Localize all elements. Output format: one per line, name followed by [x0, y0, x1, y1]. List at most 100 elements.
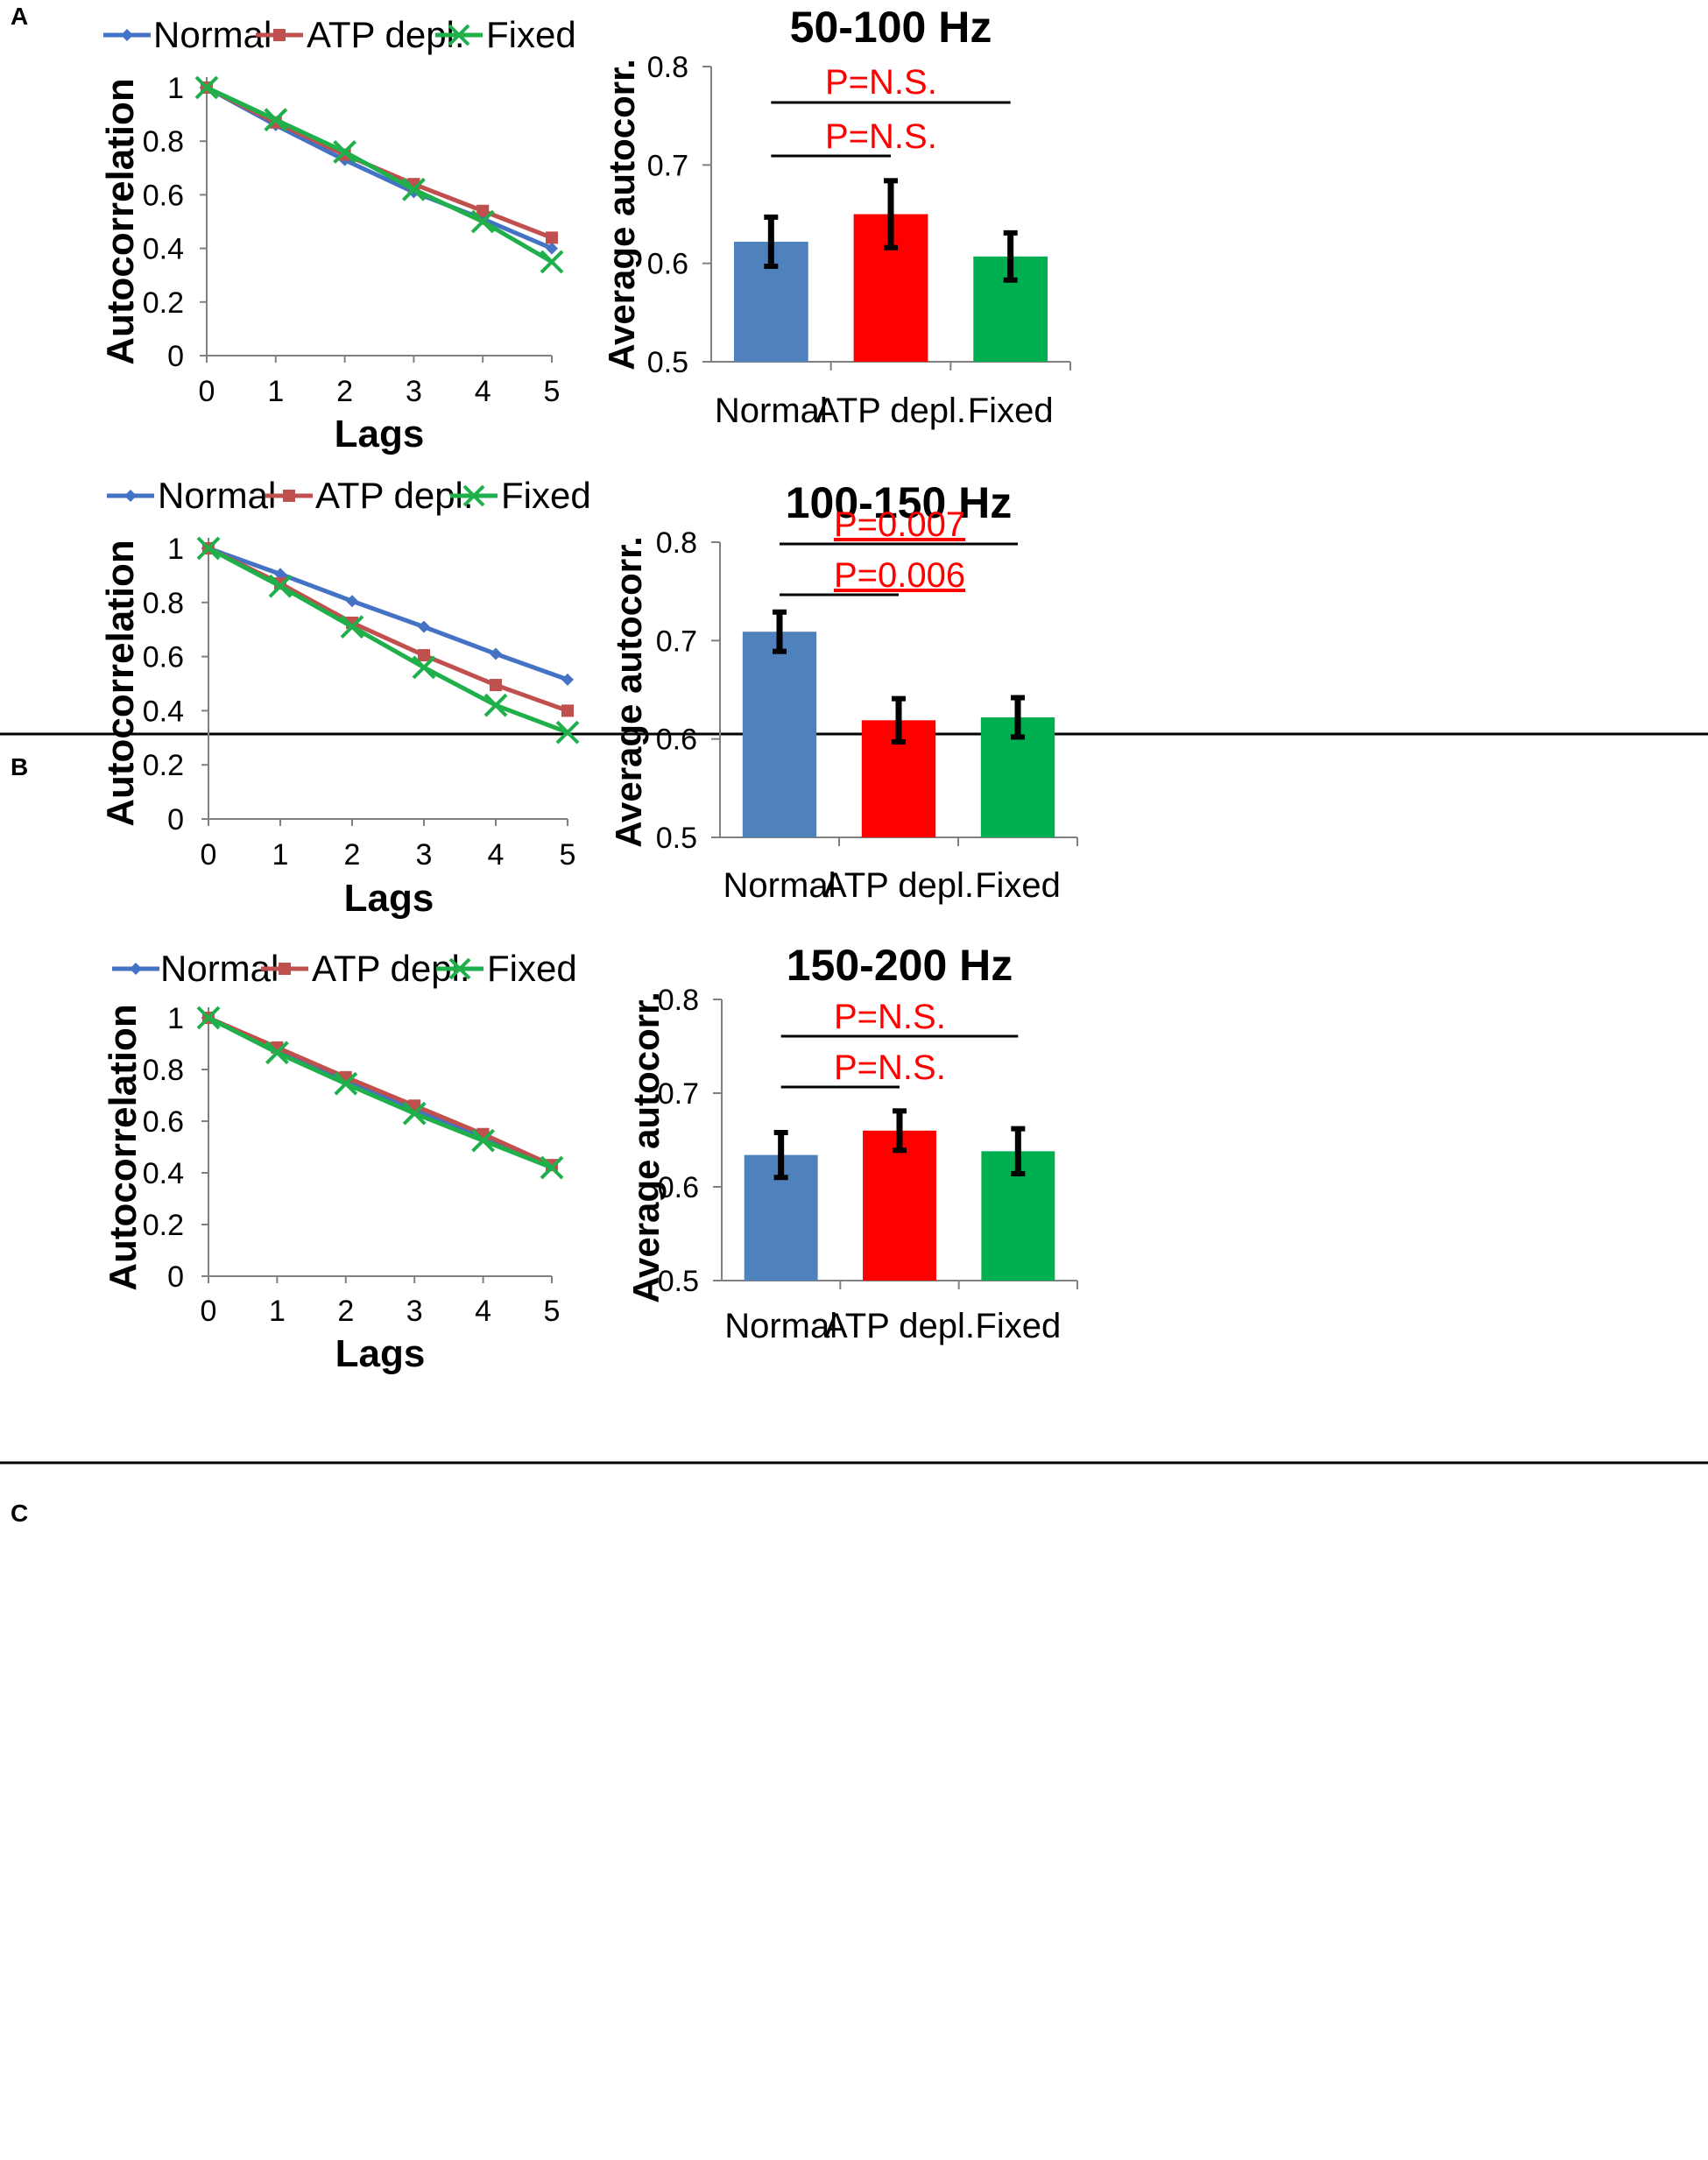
- y-tick-label: 0.6: [656, 724, 697, 757]
- series-line-fixed: [207, 1015, 553, 1170]
- y-tick-label: 0.8: [143, 125, 184, 159]
- y-axis-label: Autocorrelation: [99, 540, 142, 827]
- y-tick-label: 0.4: [143, 695, 184, 728]
- y-axis-label: Autocorrelation: [102, 1004, 145, 1291]
- panel-label: B: [11, 753, 28, 780]
- legend-label: Normal: [153, 14, 272, 55]
- y-axis-label: Average autocorr.: [625, 992, 667, 1303]
- data-point-fixed: [194, 75, 219, 100]
- x-tick-label: 1: [272, 838, 289, 872]
- y-tick-label: 0.8: [143, 1054, 184, 1087]
- category-label: Normal: [715, 392, 828, 430]
- p-value-label: P=N.S.: [825, 63, 937, 102]
- x-tick-label: 4: [475, 1295, 491, 1328]
- data-point-normal: [546, 242, 558, 255]
- data-point-fixed: [333, 140, 357, 164]
- bar-atp-depl: [863, 1130, 936, 1281]
- data-point-normal: [346, 595, 358, 608]
- y-tick-label: 0.2: [143, 1209, 184, 1242]
- x-tick-label: 5: [544, 375, 561, 408]
- category-label: Fixed: [975, 866, 1061, 905]
- data-point-normal: [418, 620, 430, 633]
- x-tick-label: 4: [488, 838, 505, 872]
- x-axis-label: Lags: [335, 1332, 426, 1375]
- data-point-fixed: [540, 250, 564, 274]
- y-tick-label: 0.7: [647, 149, 688, 182]
- y-tick-label: 1: [167, 533, 184, 566]
- series-line-fixed: [205, 85, 554, 265]
- data-point-atp-depl: [490, 679, 502, 692]
- legend-marker: [279, 963, 291, 975]
- category-label: Normal: [723, 866, 836, 905]
- data-point-fixed: [340, 615, 364, 639]
- data-point-fixed: [265, 1041, 289, 1065]
- y-axis-label: Autocorrelation: [99, 78, 142, 365]
- data-point-fixed: [196, 1006, 221, 1030]
- x-tick-label: 2: [336, 375, 353, 408]
- p-value-label: P=N.S.: [825, 117, 937, 156]
- bar-normal: [742, 632, 817, 837]
- x-tick-label: 3: [406, 1295, 423, 1328]
- legend-label: Normal: [160, 948, 279, 989]
- legend-marker: [130, 963, 142, 975]
- y-tick-label: 0.4: [143, 233, 184, 266]
- data-point-fixed: [470, 209, 495, 234]
- data-point-atp-depl: [561, 704, 574, 717]
- category-label: Fixed: [968, 392, 1054, 430]
- y-tick-label: 0.8: [143, 587, 184, 620]
- data-point-normal: [490, 647, 502, 660]
- data-point-normal: [274, 568, 286, 581]
- data-point-fixed: [412, 655, 436, 680]
- y-tick-label: 0.2: [143, 286, 184, 320]
- x-tick-label: 5: [544, 1295, 561, 1328]
- data-point-fixed: [401, 177, 426, 201]
- legend-marker: [124, 490, 137, 502]
- data-point-fixed: [483, 693, 508, 717]
- x-tick-label: 4: [475, 375, 491, 408]
- y-tick-label: 0.5: [656, 822, 697, 855]
- x-tick-label: 0: [199, 375, 215, 408]
- category-label: ATP depl.: [815, 392, 966, 430]
- y-tick-label: 0: [167, 803, 184, 836]
- x-axis-label: Lags: [335, 413, 425, 455]
- legend-marker: [448, 957, 471, 980]
- data-point-fixed: [196, 536, 221, 561]
- x-tick-label: 1: [267, 375, 284, 408]
- y-tick-label: 0.6: [658, 1171, 699, 1204]
- chart-title: 100-150 Hz: [786, 478, 1013, 527]
- data-point-normal: [561, 673, 574, 686]
- legend-label: Fixed: [501, 475, 591, 516]
- series-line-normal: [208, 546, 568, 682]
- category-label: Normal: [724, 1307, 837, 1345]
- y-tick-label: 0.6: [647, 248, 688, 281]
- x-tick-label: 0: [201, 1295, 217, 1328]
- line-chart-a: 0 0.2 0.4 0.6 0.8 1 0 1 2 3 4 5 Lags Autocorrelation N…: [99, 14, 576, 455]
- line-chart-c: 0 0.2 0.4 0.6 0.8 1 0 1 2 3 4 5 Lags Autocorrelation N…: [102, 948, 577, 1375]
- y-axis-label: Average autocorr.: [601, 59, 642, 371]
- y-tick-label: 0.8: [656, 526, 697, 560]
- y-tick-label: 0.2: [143, 749, 184, 782]
- series-line-fixed: [207, 546, 568, 735]
- y-tick-label: 0.5: [658, 1265, 699, 1298]
- data-point-atp-depl: [476, 204, 490, 217]
- legend-label: Fixed: [487, 948, 577, 989]
- y-tick-label: 0.7: [656, 625, 697, 658]
- legend-label: ATP depl.: [315, 475, 474, 516]
- p-value-label: P=0.006: [834, 556, 965, 595]
- chart-title: 150-200 Hz: [787, 941, 1013, 990]
- data-point-fixed: [268, 574, 293, 598]
- p-value-label: P=N.S.: [834, 1048, 946, 1087]
- p-value-label: P=0.007: [834, 505, 965, 544]
- panel-label: A: [11, 3, 28, 30]
- y-axis-label: Average autocorr.: [608, 536, 649, 848]
- x-tick-label: 1: [269, 1295, 286, 1328]
- series-line-atp-depl-: [207, 546, 568, 713]
- data-point-fixed: [540, 1155, 564, 1180]
- legend-marker: [462, 484, 485, 507]
- y-tick-label: 0.6: [143, 179, 184, 212]
- x-axis-label: Lags: [344, 877, 434, 920]
